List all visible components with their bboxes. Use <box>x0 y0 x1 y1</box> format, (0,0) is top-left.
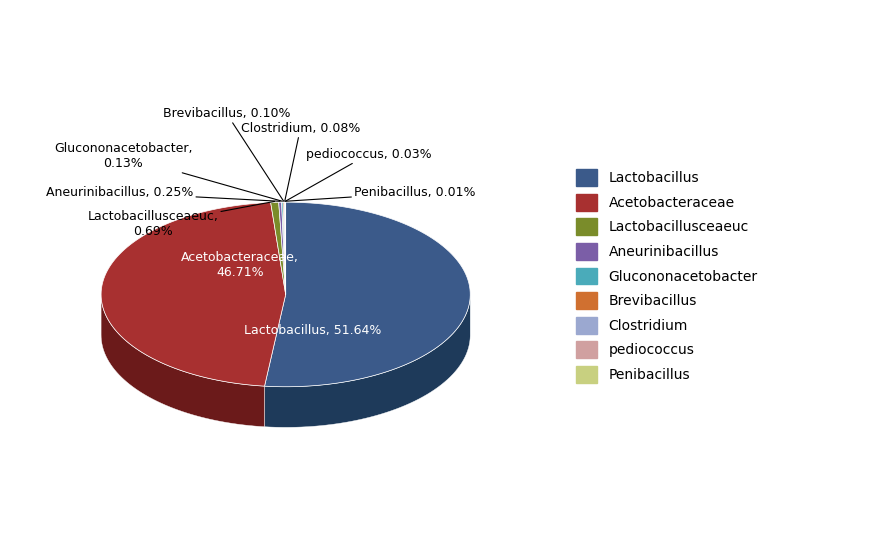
Polygon shape <box>264 295 470 427</box>
Text: Glucononacetobacter,
0.13%: Glucononacetobacter, 0.13% <box>54 142 282 201</box>
Polygon shape <box>101 203 285 386</box>
Polygon shape <box>264 202 470 387</box>
Legend: Lactobacillus, Acetobacteraceae, Lactobacillusceaeuc, Aneurinibacillus, Gluconon: Lactobacillus, Acetobacteraceae, Lactoba… <box>569 162 764 390</box>
Text: pediococcus, 0.03%: pediococcus, 0.03% <box>285 148 431 201</box>
Text: Clostridium, 0.08%: Clostridium, 0.08% <box>241 122 360 201</box>
Polygon shape <box>270 202 285 294</box>
Polygon shape <box>284 202 285 294</box>
Polygon shape <box>278 202 285 294</box>
Text: Penibacillus, 0.01%: Penibacillus, 0.01% <box>285 187 475 201</box>
Text: Lactobacillusceaeuc,
0.69%: Lactobacillusceaeuc, 0.69% <box>87 201 274 238</box>
Text: Aneurinibacillus, 0.25%: Aneurinibacillus, 0.25% <box>46 187 280 201</box>
Polygon shape <box>101 294 264 427</box>
Polygon shape <box>283 202 285 294</box>
Polygon shape <box>281 202 285 294</box>
Text: Acetobacteraceae,
46.71%: Acetobacteraceae, 46.71% <box>181 251 299 279</box>
Text: Brevibacillus, 0.10%: Brevibacillus, 0.10% <box>162 107 290 201</box>
Text: Lactobacillus, 51.64%: Lactobacillus, 51.64% <box>243 325 380 337</box>
